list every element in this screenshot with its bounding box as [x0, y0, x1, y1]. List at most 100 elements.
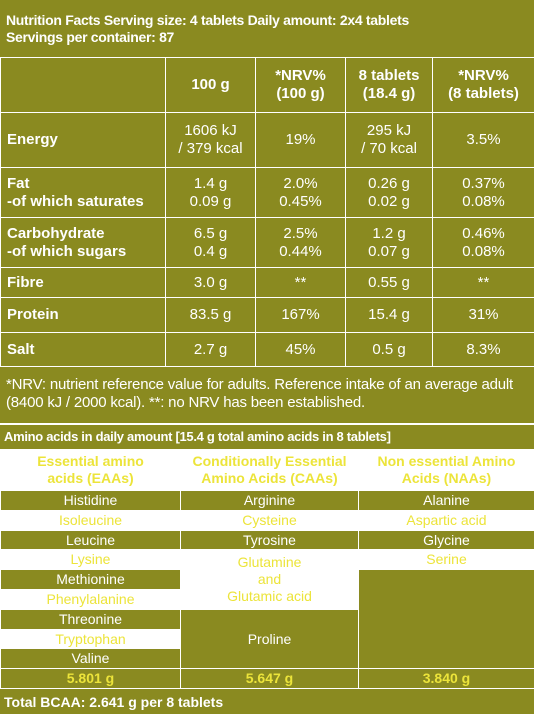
text: 19% [285, 131, 316, 148]
text: / 379 kcal [178, 140, 243, 157]
amino-heading: Essential amino acids (EAAs) [0, 449, 181, 490]
text: 0.5 g [372, 340, 406, 358]
text: Essential amino [37, 452, 144, 469]
value-cell: 3.0 g [165, 267, 256, 298]
text: (8 tablets) [448, 85, 519, 102]
amino-item: Phenylalanine [0, 589, 181, 610]
value-cell: 1606 kJ/ 379 kcal [165, 112, 256, 168]
text: 0.07 g [368, 242, 410, 260]
text: Threonine [58, 610, 123, 627]
footnote: *NRV: nutrient reference value for adult… [0, 366, 534, 422]
text: 2.7 g [193, 340, 228, 358]
amino-filler [358, 569, 534, 670]
text: Nutrition Facts Serving size: 4 tablets … [6, 12, 409, 29]
column-header: *NRV% (100 g) [255, 57, 346, 113]
amino-item: Aspartic acid [358, 509, 534, 531]
text: 0.02 g [368, 192, 410, 210]
text: *NRV% [275, 67, 326, 84]
text: Acids (NAAs) [401, 469, 492, 486]
value-cell: 31% [432, 297, 534, 333]
text: and [257, 571, 282, 588]
text: 1606 kJ [184, 122, 237, 139]
value-cell: 45% [255, 332, 346, 367]
text: -of which saturates [7, 192, 144, 210]
value-cell: 2.0% 0.45% [255, 167, 346, 218]
value-cell: 0.5 g [345, 332, 433, 367]
value-cell: 6.5 g 0.4 g [165, 217, 256, 268]
text: 15.4 g [368, 306, 410, 323]
text: Serine [426, 551, 467, 568]
value-cell: 19% [255, 112, 346, 168]
text: Tyrosine [243, 531, 296, 548]
text: Isoleucine [58, 511, 123, 528]
column-header: 8 tablets (18.4 g) [345, 57, 433, 113]
text: 31% [468, 306, 499, 323]
value-cell: 2.7 g [165, 332, 256, 367]
text: 5.647 g [245, 670, 294, 687]
text: Lysine [70, 551, 111, 568]
text: *NRV% [458, 67, 509, 84]
amino-item: Glutamine and Glutamic acid [180, 549, 359, 610]
value-cell: 83.5 g [165, 297, 256, 333]
row-label: Fat -of which saturates [0, 167, 166, 218]
value-cell: 15.4 g [345, 297, 433, 333]
text: Alanine [423, 492, 470, 508]
row-label: Fibre [0, 267, 166, 298]
column-header: 100 g [165, 57, 256, 113]
text: Total BCAA: 2.641 g per 8 tablets [4, 693, 224, 710]
row-label: Protein [0, 297, 166, 333]
value-cell: 2.5% 0.44% [255, 217, 346, 268]
text: Conditionally Essential [192, 452, 347, 469]
text: Methionine [56, 571, 125, 588]
text: Glutamic acid [227, 587, 312, 604]
text: 0.45% [279, 192, 322, 210]
text: ** [294, 273, 307, 291]
amino-item: Histidine [0, 490, 181, 511]
row-label: Carbohydrate -of which sugars [0, 217, 166, 268]
text: 5.801 g [66, 670, 115, 687]
text: 0.37% [462, 174, 505, 192]
text: 295 kJ [366, 122, 412, 139]
text: 83.5 g [189, 306, 232, 323]
value-cell: 0.55 g [345, 267, 433, 298]
text: 0.4 g [193, 242, 228, 260]
text: Glutamine [237, 554, 302, 571]
amino-item: Arginine [180, 490, 359, 511]
amino-heading: Non essential Amino Acids (NAAs) [358, 449, 534, 490]
header: Nutrition Facts Serving size: 4 tablets … [0, 0, 534, 58]
amino-item: Cysteine [180, 509, 359, 531]
text: Glycine [423, 531, 470, 548]
text: 2.0% [283, 174, 318, 192]
value-cell: 8.3% [432, 332, 534, 367]
column-header: *NRV% (8 tablets) [432, 57, 534, 113]
text: Proline [247, 630, 292, 647]
text: Cysteine [242, 511, 297, 528]
text: 0.26 g [368, 174, 410, 192]
text: ** [477, 273, 490, 291]
value-cell: 1.2 g 0.07 g [345, 217, 433, 268]
header-cell [0, 57, 166, 113]
text: 3.0 g [193, 273, 228, 291]
amino-item: Tryptophan [0, 628, 181, 650]
text: -of which sugars [7, 242, 127, 260]
text: *NRV: nutrient reference value for adult… [6, 376, 514, 411]
amino-item: Serine [358, 549, 534, 571]
text: 0.08% [462, 242, 505, 260]
text: 0.08% [462, 192, 505, 210]
text: (100 g) [276, 85, 325, 102]
text: Aspartic acid [406, 511, 487, 528]
amino-item: Glycine [358, 529, 534, 551]
text: Arginine [243, 492, 296, 508]
value-cell: 0.37% 0.08% [432, 167, 534, 218]
amino-title: Amino acids in daily amount [15.4 g tota… [0, 425, 534, 449]
amino-item: Tyrosine [180, 529, 359, 551]
text: / 70 kcal [361, 140, 417, 157]
text: 6.5 g [193, 224, 228, 242]
text: 3.840 g [422, 670, 471, 687]
amino-item: Valine [0, 648, 181, 670]
text: 45% [285, 340, 316, 358]
amino-item: Proline [180, 608, 359, 670]
text: Salt [7, 340, 35, 358]
text: Servings per container: 87 [6, 29, 175, 45]
